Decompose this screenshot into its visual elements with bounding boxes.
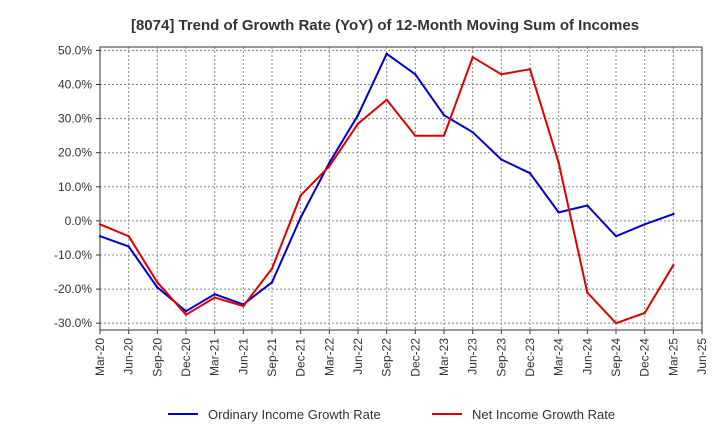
x-tick-label: Mar-25 xyxy=(666,338,680,376)
data-point xyxy=(586,291,589,294)
data-point xyxy=(414,134,417,137)
data-point xyxy=(127,245,130,248)
data-point xyxy=(643,223,646,226)
y-tick-label: 50.0% xyxy=(58,43,92,57)
y-tick-label: 20.0% xyxy=(58,146,92,160)
y-tick-label: 40.0% xyxy=(58,78,92,92)
data-point xyxy=(156,286,159,289)
x-tick-label: Jun-23 xyxy=(466,338,480,375)
x-tick-label: Jun-24 xyxy=(580,338,594,375)
chart-title: [8074] Trend of Growth Rate (YoY) of 12-… xyxy=(131,17,639,34)
data-point xyxy=(213,296,216,299)
data-point xyxy=(242,304,245,308)
x-tick-label: Jun-21 xyxy=(236,338,250,375)
grid xyxy=(99,47,703,330)
data-point xyxy=(385,52,388,56)
axes: 50.0% 40.0% 30.0% 20.0% 10.0% 0.0% -10.0% -20.0… xyxy=(54,43,709,376)
data-point xyxy=(500,73,503,76)
x-tick-label: Dec-21 xyxy=(294,338,308,377)
data-point xyxy=(356,113,360,117)
x-tick-label: Jun-20 xyxy=(122,338,136,375)
data-point xyxy=(356,122,360,125)
data-point xyxy=(213,292,216,296)
data-point xyxy=(643,311,646,315)
data-point xyxy=(328,161,331,165)
legend-label-1: Ordinary Income Growth Rate xyxy=(208,407,381,422)
data-point xyxy=(528,67,532,71)
data-point xyxy=(442,134,446,137)
data-point xyxy=(299,216,302,219)
x-tick-label: Dec-24 xyxy=(638,338,652,377)
x-tick-label: Sep-20 xyxy=(150,338,164,377)
data-point xyxy=(557,161,560,165)
data-point xyxy=(500,158,503,161)
x-tick-label: Dec-22 xyxy=(408,338,422,377)
data-point xyxy=(442,113,446,117)
y-tick-label: -30.0% xyxy=(54,316,92,330)
plot-border xyxy=(99,46,703,331)
y-tick-label: 30.0% xyxy=(58,112,92,126)
data-point xyxy=(672,212,675,216)
series-lines xyxy=(98,52,675,325)
x-tick-label: Mar-23 xyxy=(437,338,451,376)
data-point xyxy=(672,264,675,267)
x-tick-label: Sep-21 xyxy=(265,338,279,377)
data-point xyxy=(270,267,274,270)
y-tick-label: 0.0% xyxy=(65,214,93,228)
y-tick-label: -20.0% xyxy=(54,282,92,296)
data-point xyxy=(586,204,589,207)
data-point xyxy=(156,281,159,284)
data-point xyxy=(328,165,331,168)
data-point xyxy=(127,235,130,238)
x-tick-label: Mar-22 xyxy=(322,338,336,376)
x-tick-label: Sep-24 xyxy=(609,338,623,377)
x-tick-label: Mar-20 xyxy=(93,338,107,376)
x-tick-label: Dec-23 xyxy=(523,338,537,377)
data-point xyxy=(184,310,188,313)
x-tick-label: Sep-23 xyxy=(494,338,508,377)
data-point xyxy=(557,211,560,214)
x-tick-label: Jun-22 xyxy=(351,338,365,375)
x-tick-label: Jun-25 xyxy=(695,338,709,375)
data-point xyxy=(299,194,302,197)
data-point xyxy=(471,56,474,59)
data-point xyxy=(98,235,102,238)
x-tick-label: Sep-22 xyxy=(380,338,394,377)
y-tick-label: -10.0% xyxy=(54,248,92,262)
data-point xyxy=(614,321,618,325)
data-point xyxy=(414,73,417,76)
data-point xyxy=(184,313,188,316)
plot-area xyxy=(100,47,702,330)
y-tick-label: 10.0% xyxy=(58,180,92,194)
data-point xyxy=(471,131,474,134)
x-tick-label: Mar-21 xyxy=(208,338,222,376)
data-point xyxy=(98,223,102,226)
x-tick-label: Dec-20 xyxy=(179,338,193,377)
data-point xyxy=(528,171,532,175)
legend-label-2: Net Income Growth Rate xyxy=(472,407,615,422)
data-point xyxy=(270,281,274,284)
data-point xyxy=(385,98,388,102)
x-tick-label: Mar-24 xyxy=(552,338,566,376)
data-point xyxy=(614,235,618,238)
legend: Ordinary Income Growth Rate Net Income Gr… xyxy=(168,407,615,422)
